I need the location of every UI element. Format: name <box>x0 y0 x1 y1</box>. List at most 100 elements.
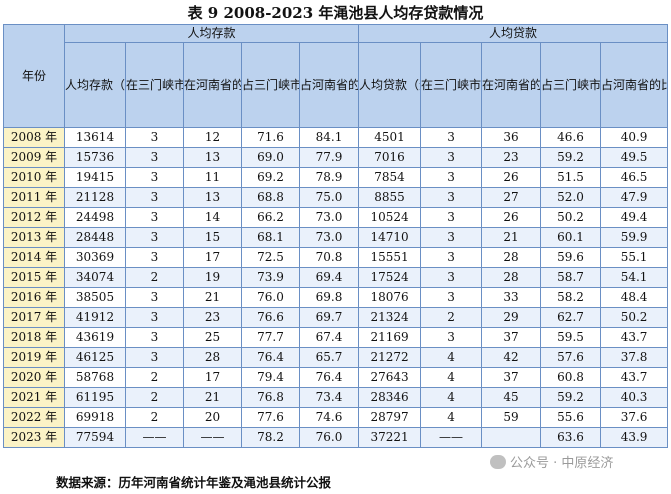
loan-cell: 4 <box>420 407 483 428</box>
deposit-cell: 15736 <box>64 147 126 168</box>
deposit-col-header: 人均存款（元） <box>64 42 126 128</box>
deposit-cell: 12 <box>183 127 242 148</box>
deposit-cell: 24498 <box>64 207 126 228</box>
table-row: 2016 年 38505 3 21 76.0 69.8 18076 3 33 58.2 48.4 <box>3 287 669 308</box>
loan-cell: 43.7 <box>600 327 669 348</box>
deposit-cell: 3 <box>125 187 184 208</box>
deposit-cell: 76.0 <box>298 427 360 448</box>
data-source-note: 数据来源：历年河南省统计年鉴及渑池县统计公报 <box>56 475 332 490</box>
deposit-cell: 15 <box>183 227 242 248</box>
loan-cell: 59 <box>481 407 542 428</box>
loan-cell: 40.9 <box>600 127 669 148</box>
year-cell: 2022 年 <box>3 407 65 428</box>
deposit-cell: 21 <box>183 287 242 308</box>
deposit-cell: 65.7 <box>298 347 360 368</box>
deposit-cell: 77594 <box>64 427 126 448</box>
deposit-cell: 43619 <box>64 327 126 348</box>
loan-cell: 63.6 <box>540 427 602 448</box>
loan-cell: 28346 <box>358 387 422 408</box>
loan-cell: 55.1 <box>600 247 669 268</box>
loan-cell: 21324 <box>358 307 422 328</box>
deposit-cell: 73.0 <box>298 207 360 228</box>
deposit-cell: 13 <box>183 147 242 168</box>
loan-cell: 60.1 <box>540 227 602 248</box>
deposit-cell: 46125 <box>64 347 126 368</box>
loan-cell: 3 <box>420 247 483 268</box>
deposit-col-header: 占河南省的比重（%） <box>298 42 360 128</box>
year-cell: 2014 年 <box>3 247 65 268</box>
deposit-cell: 2 <box>125 387 184 408</box>
loan-cell: 59.9 <box>600 227 669 248</box>
deposit-cell: 3 <box>125 167 184 188</box>
loan-cell: 46.5 <box>600 167 669 188</box>
loan-cell: 48.4 <box>600 287 669 308</box>
loan-cell: 27643 <box>358 367 422 388</box>
deposit-cell: 76.4 <box>298 367 360 388</box>
watermark: 公众号 · 中原经济 <box>490 455 613 473</box>
loan-cell: 27 <box>481 187 542 208</box>
year-cell: 2013 年 <box>3 227 65 248</box>
loan-col-header: 人均贷款（元） <box>358 42 422 128</box>
loan-cell: 4 <box>420 367 483 388</box>
table-row: 2021 年 61195 2 21 76.8 73.4 28346 4 45 59.2 40.3 <box>3 387 669 408</box>
table-row: 2023 年 77594 —— —— 78.2 76.0 37221 —— 63.6 43.9 <box>3 427 669 448</box>
loan-cell: 59.2 <box>540 147 602 168</box>
table-row: 2015 年 34074 2 19 73.9 69.4 17524 3 28 58.7 54.1 <box>3 267 669 288</box>
deposit-cell: —— <box>125 427 184 448</box>
loan-cell: 3 <box>420 327 483 348</box>
deposit-cell: 69.8 <box>298 287 360 308</box>
loan-cell: 42 <box>481 347 542 368</box>
loan-cell: 28 <box>481 247 542 268</box>
table-row: 2020 年 58768 2 17 79.4 76.4 27643 4 37 60.8 43.7 <box>3 367 669 388</box>
loan-cell: 17524 <box>358 267 422 288</box>
deposit-cell: 3 <box>125 127 184 148</box>
loan-cell: 3 <box>420 287 483 308</box>
deposit-col-header: 占三门峡市的比重（%） <box>241 42 300 128</box>
deposit-cell: 13614 <box>64 127 126 148</box>
table-row: 2012 年 24498 3 14 66.2 73.0 10524 3 26 50.2 49.4 <box>3 207 669 228</box>
loan-cell: 10524 <box>358 207 422 228</box>
deposit-cell: 74.6 <box>298 407 360 428</box>
loan-cell: 21 <box>481 227 542 248</box>
watermark-text: 公众号 · 中原经济 <box>510 456 614 471</box>
deposit-col-header: 在河南省的排名 <box>183 42 242 128</box>
loan-col-header: 在河南省的排名 <box>481 42 542 128</box>
year-header: 年份 <box>3 24 65 128</box>
loan-cell: 4 <box>420 347 483 368</box>
table-row: 2009 年 15736 3 13 69.0 77.9 7016 3 23 59.2 49.5 <box>3 147 669 168</box>
loan-cell: 29 <box>481 307 542 328</box>
deposit-cell: 77.6 <box>241 407 300 428</box>
deposit-cell: 79.4 <box>241 367 300 388</box>
loan-cell: 7854 <box>358 167 422 188</box>
deposit-cell: 73.4 <box>298 387 360 408</box>
deposit-cell: 76.4 <box>241 347 300 368</box>
loan-cell: 3 <box>420 207 483 228</box>
deposit-cell: 69918 <box>64 407 126 428</box>
year-cell: 2018 年 <box>3 327 65 348</box>
deposit-cell: 67.4 <box>298 327 360 348</box>
deposit-loan-table: 年份 人均存款 人均贷款 人均存款（元）在三门峡市的排名在河南省的排名占三门峡市… <box>3 24 669 448</box>
loan-cell: 3 <box>420 167 483 188</box>
loan-cell: 37221 <box>358 427 422 448</box>
deposit-cell: 25 <box>183 327 242 348</box>
deposit-cell: 73.9 <box>241 267 300 288</box>
table-row: 2008 年 13614 3 12 71.6 84.1 4501 3 36 46.6 40.9 <box>3 127 669 148</box>
deposit-cell: 58768 <box>64 367 126 388</box>
deposit-cell: 72.5 <box>241 247 300 268</box>
loan-cell: 23 <box>481 147 542 168</box>
deposit-cell: 66.2 <box>241 207 300 228</box>
deposit-cell: 19415 <box>64 167 126 188</box>
deposit-cell: 2 <box>125 267 184 288</box>
deposit-cell: 3 <box>125 307 184 328</box>
deposit-cell: 14 <box>183 207 242 228</box>
loan-cell: 59.5 <box>540 327 602 348</box>
loan-cell: 3 <box>420 147 483 168</box>
deposit-cell: 70.8 <box>298 247 360 268</box>
table-row: 2013 年 28448 3 15 68.1 73.0 14710 3 21 60.1 59.9 <box>3 227 669 248</box>
loan-cell: 54.1 <box>600 267 669 288</box>
year-cell: 2016 年 <box>3 287 65 308</box>
loan-cell: 37.8 <box>600 347 669 368</box>
loan-cell: 43.9 <box>600 427 669 448</box>
loan-cell: 15551 <box>358 247 422 268</box>
loan-cell: 3 <box>420 267 483 288</box>
